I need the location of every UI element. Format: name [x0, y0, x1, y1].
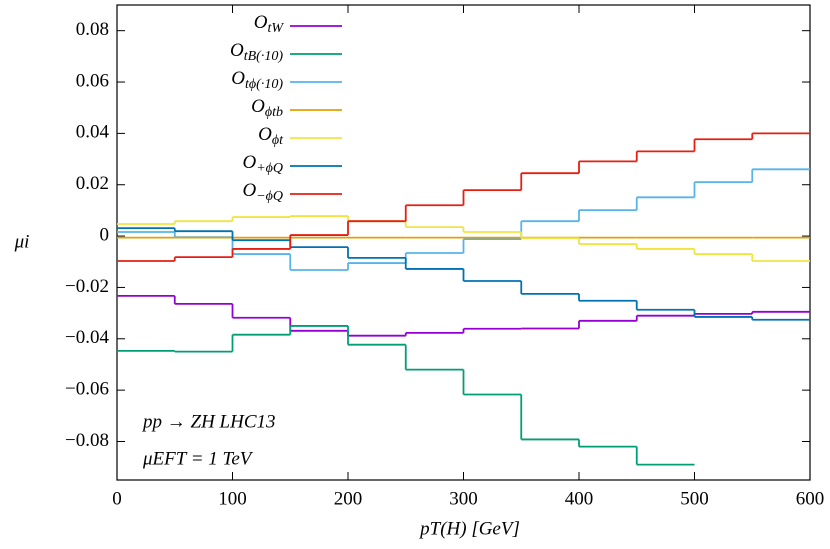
- y-tick-label: −0.02: [65, 276, 109, 297]
- x-tick-label: 200: [334, 488, 363, 509]
- y-axis-label: μi: [14, 231, 30, 252]
- x-tick-label: 100: [218, 488, 247, 509]
- legend-label: O+ϕQ: [242, 152, 283, 176]
- legend-label: O−ϕQ: [242, 180, 283, 204]
- y-tick-label: 0: [100, 224, 110, 245]
- annotation: pp → ZH LHC13: [141, 411, 276, 432]
- legend-label: Oϕtb: [251, 96, 283, 120]
- x-tick-label: 600: [796, 488, 825, 509]
- y-tick-label: 0.02: [76, 173, 109, 194]
- legend-label: OtB(·10): [230, 40, 283, 64]
- legend-label: Oϕt: [258, 124, 284, 148]
- y-tick-label: −0.06: [65, 378, 109, 399]
- annotation: μEFT = 1 TeV: [142, 448, 254, 469]
- legend-label: OtW: [254, 12, 285, 36]
- x-tick-label: 300: [449, 488, 478, 509]
- x-tick-label: 0: [112, 488, 122, 509]
- y-tick-label: −0.08: [65, 430, 109, 451]
- y-tick-label: 0.08: [76, 19, 109, 40]
- y-tick-label: 0.06: [76, 70, 109, 91]
- legend-label: Otϕ(·10): [231, 68, 283, 92]
- y-tick-label: 0.04: [76, 122, 110, 143]
- x-tick-label: 500: [680, 488, 709, 509]
- y-tick-label: −0.04: [65, 327, 109, 348]
- x-tick-label: 400: [565, 488, 594, 509]
- x-axis-label: pT(H) [GeV]: [418, 518, 520, 539]
